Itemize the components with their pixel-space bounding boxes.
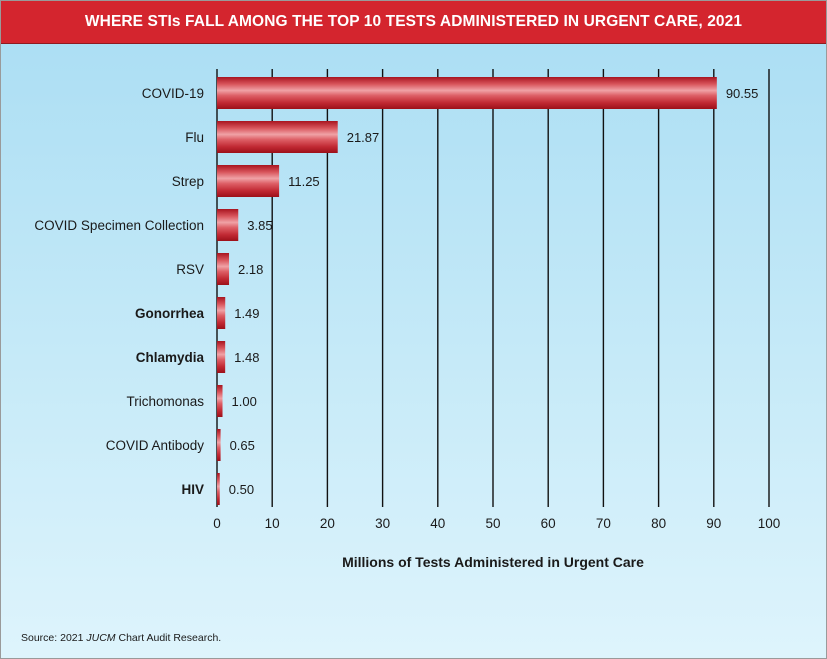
x-axis-label: Millions of Tests Administered in Urgent… [342,554,644,570]
x-tick-label: 60 [541,516,556,531]
bar [217,77,717,109]
x-tick-label: 40 [430,516,445,531]
data-label: 0.50 [229,482,254,497]
x-tick-label: 100 [758,516,781,531]
source-suffix: Chart Audit Research. [115,632,222,644]
data-label: 1.00 [232,394,257,409]
category-label: RSV [176,262,204,277]
bar [217,297,226,329]
x-tick-label: 10 [265,516,280,531]
x-tick-label: 30 [375,516,390,531]
data-label: 1.49 [234,306,259,321]
bars [217,77,717,505]
x-tick-label: 70 [596,516,611,531]
source-publication: JUCM [86,632,116,644]
data-label: 3.85 [247,218,272,233]
bar [217,341,226,373]
category-label: Flu [185,130,204,145]
category-label: HIV [181,482,204,497]
bar [217,385,223,417]
bar [217,209,239,241]
source-note: Source: 2021 JUCM Chart Audit Research. [21,632,221,644]
data-label: 21.87 [347,130,380,145]
data-label: 0.65 [230,438,255,453]
bar [217,253,230,285]
data-label: 1.48 [234,350,259,365]
category-label: Strep [172,174,204,189]
bar [217,121,338,153]
value-labels: 90.55 21.87 11.25 3.85 2.18 1.49 1.48 1.00 0.65 0… [229,86,759,497]
bar [217,165,280,197]
category-label: Chlamydia [136,350,205,365]
x-tick-label: 20 [320,516,335,531]
category-label: COVID Specimen Collection [34,218,204,233]
bar [217,473,220,505]
x-tick-label: 90 [706,516,721,531]
bar [217,429,221,461]
category-label: Trichomonas [126,394,204,409]
x-tick-labels: 0 10 20 30 40 50 60 70 80 90 100 [213,516,780,531]
x-tick-label: 80 [651,516,666,531]
source-prefix: Source: 2021 [21,632,87,644]
category-labels: COVID-19 Flu Strep COVID Specimen Collectio… [34,86,204,497]
category-label: COVID-19 [142,86,204,101]
title-bar: WHERE STIs FALL AMONG THE TOP 10 TESTS A… [1,1,826,44]
chart-title: WHERE STIs FALL AMONG THE TOP 10 TESTS A… [84,13,743,30]
data-label: 11.25 [288,174,320,189]
x-tick-label: 0 [213,516,221,531]
data-label: 2.18 [238,262,263,277]
category-label: COVID Antibody [106,438,205,453]
x-tick-label: 50 [485,516,500,531]
category-label: Gonorrhea [135,306,205,321]
data-label: 90.55 [726,86,759,101]
